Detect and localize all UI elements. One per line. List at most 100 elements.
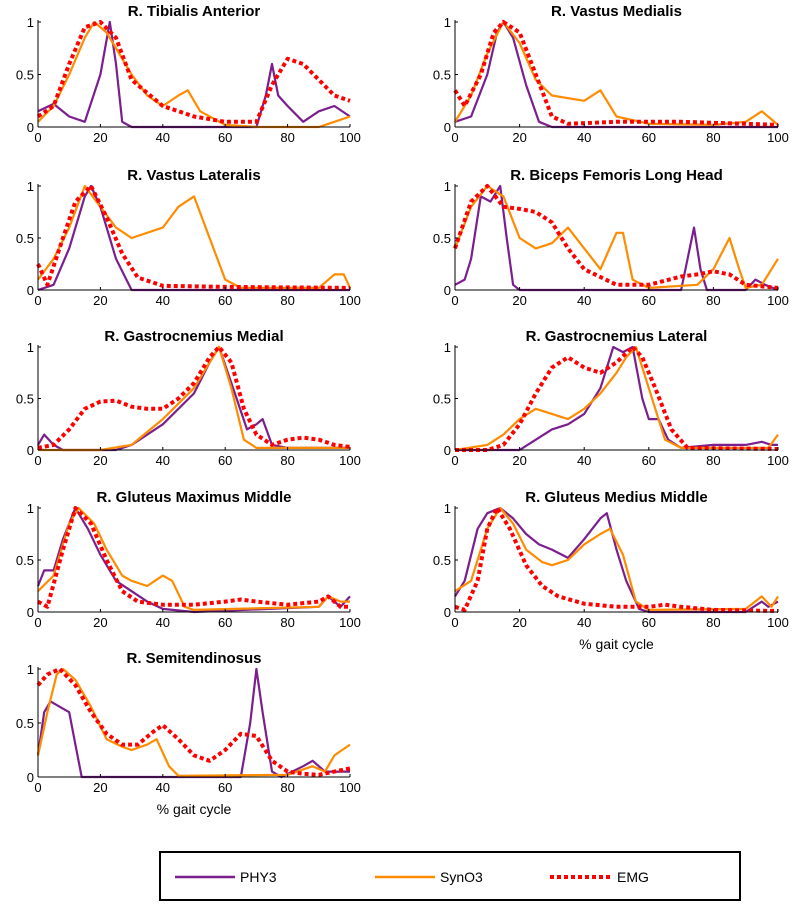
- y-tick-label: 0.5: [433, 553, 451, 568]
- y-tick-label: 0.5: [433, 68, 451, 83]
- x-tick-label: 40: [156, 130, 170, 145]
- x-axis-label: % gait cycle: [157, 801, 232, 817]
- x-tick-label: 100: [339, 130, 361, 145]
- x-tick-label: 100: [339, 615, 361, 630]
- subplot-title: R. Tibialis Anterior: [128, 3, 261, 20]
- subplot: R. Gastrocnemius Lateral 0 20 40 60 80 100 0 0.5…: [433, 328, 789, 468]
- series-line-phy3: [454, 20, 778, 129]
- y-tick-label: 1: [27, 340, 34, 355]
- series-line-phy3: [455, 345, 778, 452]
- y-tick-label: 0: [27, 283, 34, 298]
- x-tick-label: 20: [512, 453, 526, 468]
- x-tick-label: 0: [451, 293, 458, 308]
- y-tick-label: 0.5: [16, 231, 34, 246]
- subplot-title: R. Vastus Lateralis: [127, 167, 260, 184]
- subplot: R. Biceps Femoris Long Head 0 20 40 60 80 100 0…: [433, 167, 789, 308]
- y-tick-label: 1: [444, 179, 451, 194]
- legend-label: SynO3: [440, 869, 483, 885]
- y-tick-label: 0.5: [16, 553, 34, 568]
- subplot: R. Semitendinosus 0 20 40 60 80 100 0 0.5 1 % gait…: [16, 650, 361, 817]
- x-tick-label: 80: [706, 453, 720, 468]
- x-tick-label: 80: [280, 130, 294, 145]
- subplot-title: R. Semitendinosus: [126, 650, 261, 667]
- x-tick-label: 0: [34, 615, 41, 630]
- y-tick-label: 0: [27, 443, 34, 458]
- series-line-emg: [36, 20, 351, 124]
- x-tick-label: 0: [34, 780, 41, 795]
- x-tick-label: 40: [156, 293, 170, 308]
- x-tick-label: 60: [218, 293, 232, 308]
- series-line-emg: [36, 184, 351, 290]
- x-tick-label: 100: [767, 293, 789, 308]
- x-tick-label: 60: [218, 780, 232, 795]
- x-tick-label: 40: [156, 615, 170, 630]
- subplot-title: R. Biceps Femoris Long Head: [510, 167, 723, 184]
- x-tick-label: 80: [706, 293, 720, 308]
- series-line-emg: [37, 506, 350, 609]
- series-line-phy3: [37, 184, 350, 292]
- legend: PHY3 SynO3 EMG: [159, 851, 741, 901]
- y-tick-label: 1: [444, 340, 451, 355]
- series-line-syno3: [453, 184, 779, 289]
- x-tick-label: 100: [339, 780, 361, 795]
- series-line-syno3: [36, 667, 351, 778]
- series-line-syno3: [37, 184, 351, 289]
- y-tick-label: 1: [27, 15, 34, 30]
- y-tick-label: 0.5: [16, 68, 34, 83]
- x-tick-label: 20: [93, 780, 107, 795]
- legend-box: [159, 851, 741, 901]
- legend-label: PHY3: [240, 869, 277, 885]
- y-tick-label: 0.5: [433, 231, 451, 246]
- x-tick-label: 0: [451, 130, 458, 145]
- x-tick-label: 80: [280, 453, 294, 468]
- y-tick-label: 0: [27, 770, 34, 785]
- x-tick-label: 80: [280, 780, 294, 795]
- x-tick-label: 100: [339, 293, 361, 308]
- x-tick-label: 0: [34, 293, 41, 308]
- x-tick-label: 20: [93, 453, 107, 468]
- x-tick-label: 100: [767, 453, 789, 468]
- x-tick-label: 20: [512, 130, 526, 145]
- x-tick-label: 0: [34, 453, 41, 468]
- y-tick-label: 0.5: [433, 392, 451, 407]
- series-line-syno3: [454, 506, 779, 612]
- x-tick-label: 40: [156, 453, 170, 468]
- x-tick-label: 0: [34, 130, 41, 145]
- x-tick-label: 60: [218, 453, 232, 468]
- subplot: R. Gluteus Maximus Middle 0 20 40 60 80 100 0 0.…: [16, 489, 361, 630]
- subplot-title: R. Gastrocnemius Medial: [104, 328, 283, 345]
- series-line-syno3: [38, 345, 350, 452]
- subplot-title: R. Gluteus Maximus Middle: [96, 489, 291, 506]
- x-tick-label: 40: [577, 615, 591, 630]
- series-line-emg: [453, 184, 779, 290]
- subplot: R. Gastrocnemius Medial 0 20 40 60 80 100 0 0.5 1: [16, 328, 361, 468]
- x-tick-label: 40: [577, 130, 591, 145]
- x-tick-label: 0: [451, 615, 458, 630]
- subplot-title: R. Gluteus Medius Middle: [525, 489, 708, 506]
- y-tick-label: 1: [444, 15, 451, 30]
- y-tick-label: 0: [27, 605, 34, 620]
- x-tick-label: 60: [642, 453, 656, 468]
- y-tick-label: 0: [444, 120, 451, 135]
- subplot: R. Gluteus Medius Middle 0 20 40 60 80 100 0 0.5…: [433, 489, 789, 652]
- y-tick-label: 0: [444, 283, 451, 298]
- subplot: R. Vastus Medialis 0 20 40 60 80 100 0 0.5 1: [433, 3, 789, 145]
- x-tick-label: 60: [642, 130, 656, 145]
- x-tick-label: 20: [512, 293, 526, 308]
- y-tick-label: 1: [27, 501, 34, 516]
- series-line-phy3: [454, 506, 779, 614]
- subplot-title: R. Vastus Medialis: [551, 3, 682, 20]
- y-tick-label: 1: [27, 662, 34, 677]
- x-tick-label: 20: [93, 615, 107, 630]
- series-line-phy3: [36, 667, 350, 779]
- x-tick-label: 20: [512, 615, 526, 630]
- y-tick-label: 1: [27, 179, 34, 194]
- x-tick-label: 0: [451, 453, 458, 468]
- series-line-phy3: [36, 506, 351, 614]
- series-line-emg: [453, 20, 779, 127]
- x-tick-label: 100: [767, 615, 789, 630]
- x-tick-label: 80: [706, 130, 720, 145]
- subplot: R. Tibialis Anterior 0 20 40 60 80 100 0 0.5 1: [16, 3, 361, 145]
- y-tick-label: 0: [444, 443, 451, 458]
